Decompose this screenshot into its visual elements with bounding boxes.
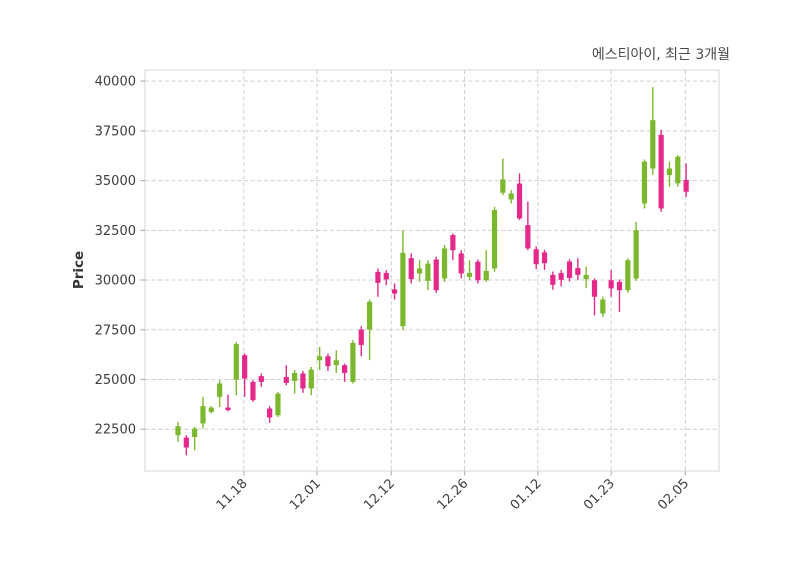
candle-body-up	[400, 252, 406, 327]
candle-body-down	[250, 381, 256, 401]
candle-body-up	[600, 299, 606, 314]
candle-body-up	[500, 179, 506, 193]
candle-body-down	[225, 407, 231, 411]
x-tick-label: 11.18	[214, 476, 251, 513]
candle-body-down	[242, 355, 248, 379]
y-tick-label: 32500	[95, 224, 136, 239]
candle-body-down	[541, 252, 548, 264]
candle-body-up	[200, 406, 206, 424]
candle-body-down	[258, 376, 264, 382]
candle-body-down	[533, 249, 539, 265]
candle-body-up	[350, 342, 356, 382]
candle-body-down	[475, 261, 481, 281]
candle-body-down	[375, 271, 381, 283]
candle-body-up	[233, 344, 239, 380]
candle-body-up	[425, 263, 431, 281]
candle-body-down	[683, 179, 689, 192]
y-tick-label: 27500	[95, 323, 136, 338]
candle-body-up	[625, 260, 631, 291]
candle-body-down	[591, 280, 598, 297]
candle-body-down	[183, 437, 189, 448]
x-tick-label: 12.26	[434, 476, 471, 513]
candle-body-up	[366, 301, 373, 330]
candle-body-up	[441, 248, 448, 279]
plot-border	[144, 69, 720, 472]
candle-body-down	[550, 274, 556, 285]
candle-body-down	[267, 408, 273, 418]
candle-body-down	[325, 356, 331, 367]
candle-body-up	[175, 426, 181, 436]
candle-body-up	[292, 372, 298, 381]
candle-body-up	[666, 168, 673, 176]
x-tick-label: 01.23	[581, 476, 618, 513]
candle-body-up	[491, 210, 498, 269]
candle-body-up	[208, 407, 214, 412]
candle-body-down	[383, 272, 389, 280]
x-tick-label: 01.12	[508, 476, 545, 513]
candle-body-down	[450, 235, 456, 251]
candle-body-down	[608, 280, 614, 289]
candle-body-down	[525, 225, 531, 249]
candle-body-up	[483, 270, 489, 281]
candle-body-up	[583, 274, 589, 280]
x-tick-label: 12.12	[361, 476, 398, 513]
chart-title: 에스티아이, 최근 3개월	[591, 47, 730, 63]
candle-body-up	[416, 268, 423, 274]
candle-body-down	[458, 253, 464, 274]
candle-body-up	[675, 156, 681, 184]
candle-body-up	[508, 193, 514, 200]
candle-body-up	[650, 120, 656, 169]
x-tick-label: 02.05	[655, 476, 692, 513]
candle-body-down	[408, 258, 414, 280]
y-tick-label: 40000	[95, 75, 136, 90]
candle-body-up	[633, 230, 639, 279]
candle-body-up	[217, 383, 223, 397]
candle-body-down	[558, 273, 564, 280]
candle-body-up	[275, 393, 281, 416]
candle-body-down	[575, 268, 581, 275]
candle-body-down	[283, 376, 289, 383]
candle-body-down	[516, 183, 523, 219]
candle-body-down	[358, 329, 364, 346]
y-tick-label: 35000	[95, 174, 136, 189]
candle-body-up	[466, 272, 473, 277]
candle-body-up	[192, 428, 198, 437]
y-tick-label: 37500	[95, 124, 136, 139]
candle-body-up	[641, 161, 648, 204]
candle-body-down	[342, 365, 348, 373]
candle-body-down	[433, 259, 439, 291]
candle-body-down	[300, 373, 306, 389]
x-tick-label: 12.01	[287, 476, 324, 513]
y-tick-label: 22500	[95, 423, 136, 438]
candle-body-down	[566, 261, 573, 279]
candle-body-down	[616, 281, 623, 291]
candle-body-up	[317, 356, 323, 361]
candle-body-down	[658, 134, 664, 209]
y-tick-label: 25000	[95, 373, 136, 388]
candle-body-up	[333, 360, 339, 366]
candle-body-up	[308, 369, 314, 389]
y-tick-label: 30000	[95, 274, 136, 289]
candle-body-down	[391, 289, 398, 294]
